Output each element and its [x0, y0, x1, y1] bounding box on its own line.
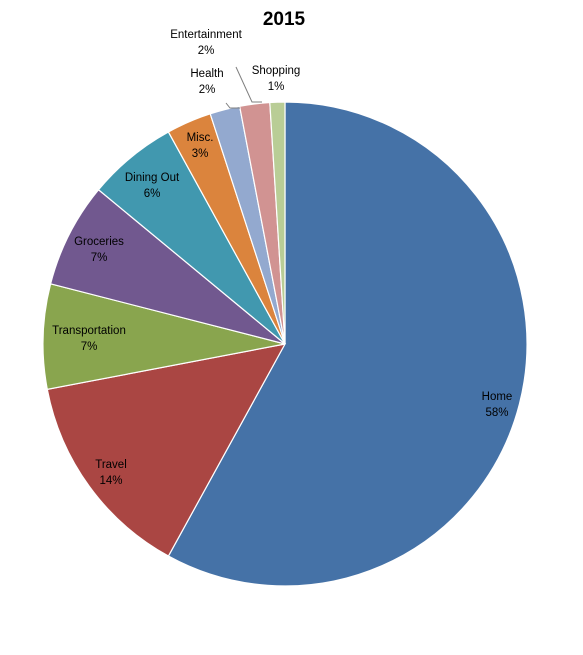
data-label-groceries: Groceries 7% — [74, 236, 124, 264]
slice-shopping — [269, 101, 286, 345]
percent-label: 6% — [144, 188, 161, 200]
leader-line-health — [225, 102, 240, 109]
slice-travel — [46, 343, 287, 557]
category-label: Transportation — [52, 325, 126, 337]
category-label: Home — [482, 391, 513, 403]
chart-title: 2015 — [263, 9, 306, 30]
category-label: Health — [190, 68, 223, 80]
category-label: Dining Out — [125, 172, 180, 184]
data-label-misc: Misc. 3% — [187, 132, 214, 160]
percent-label: 3% — [192, 148, 209, 160]
category-label: Shopping — [252, 65, 301, 77]
pie-slices — [42, 101, 528, 587]
data-label-health: Health 2% — [190, 68, 223, 96]
data-label-entertainment: Entertainment 2% — [170, 29, 242, 57]
leader-lines — [225, 66, 262, 109]
data-label-travel: Travel 14% — [95, 459, 127, 487]
percent-label: 2% — [198, 45, 215, 57]
percent-label: 7% — [81, 341, 98, 353]
data-label-home: Home 58% — [482, 391, 513, 419]
percent-label: 2% — [199, 84, 216, 96]
data-label-shopping: Shopping 1% — [252, 65, 301, 93]
data-label-dining-out: Dining Out 6% — [125, 172, 180, 200]
slice-home — [167, 101, 528, 587]
category-label: Misc. — [187, 132, 214, 144]
percent-label: 58% — [485, 407, 508, 419]
slice-labels: Home 58%Travel 14%Transportation 7%Grocerie… — [52, 29, 512, 487]
percent-label: 7% — [91, 252, 108, 264]
percent-label: 14% — [99, 475, 122, 487]
leader-line-entertainment — [235, 66, 262, 103]
slice-transportation — [42, 283, 286, 391]
data-label-transportation: Transportation 7% — [52, 325, 126, 353]
category-label: Entertainment — [170, 29, 242, 41]
slice-groceries — [49, 188, 286, 345]
category-label: Groceries — [74, 236, 124, 248]
category-label: Travel — [95, 459, 127, 471]
percent-label: 1% — [268, 81, 285, 93]
